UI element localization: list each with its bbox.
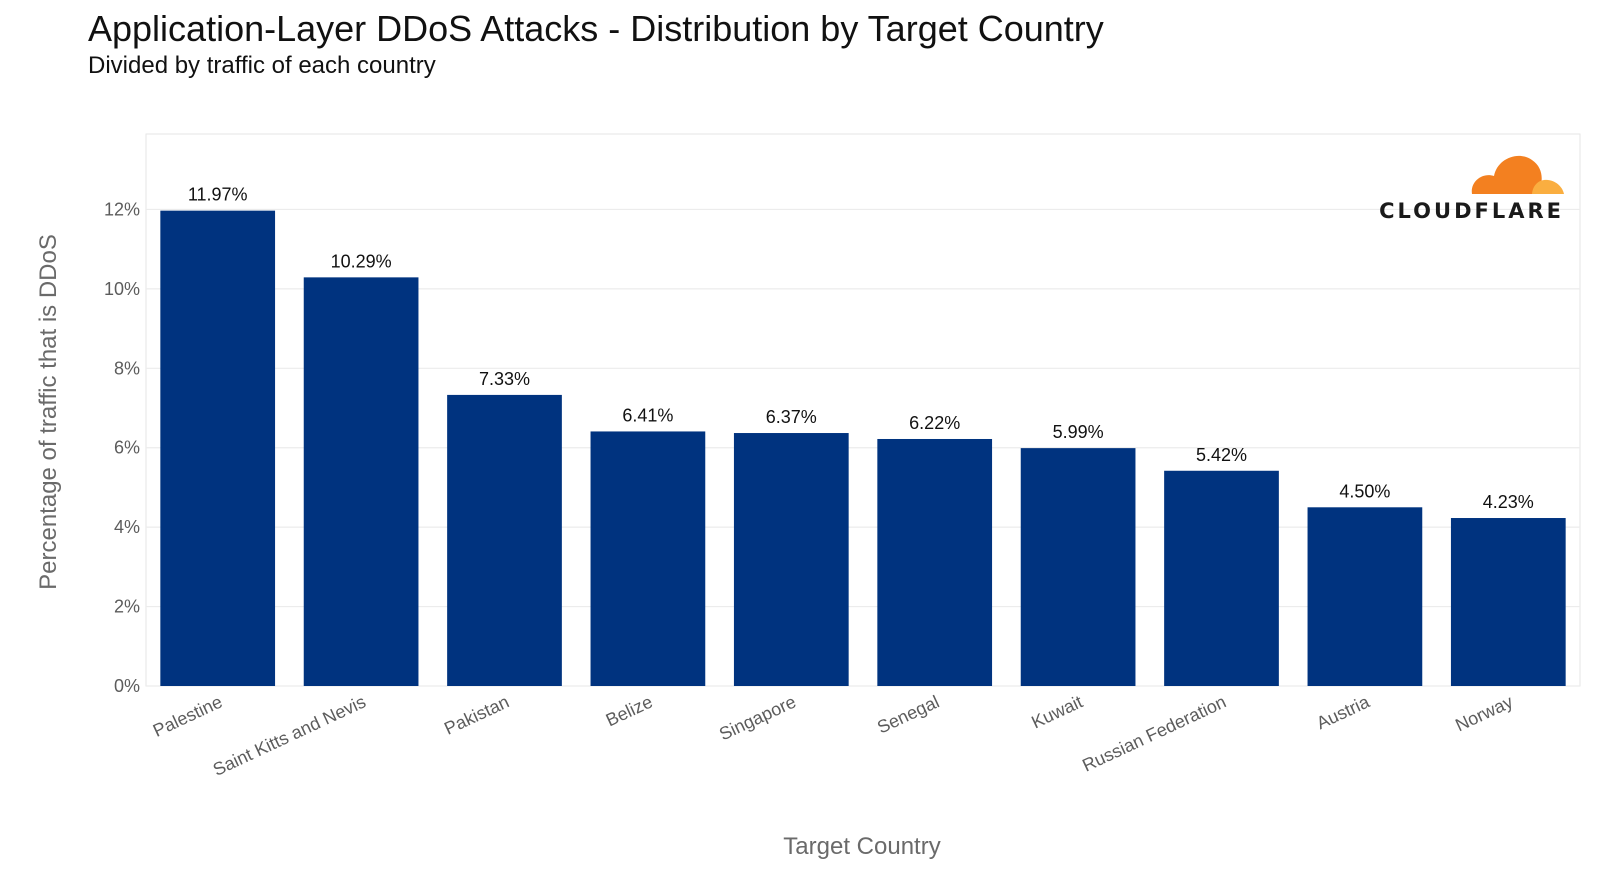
- data-labels: 11.97% 10.29% 7.33% 6.41% 6.37% 6.22% 5.99% 5.4…: [188, 185, 1534, 512]
- x-tick-label: Palestine: [150, 691, 226, 740]
- bar: [303, 277, 419, 686]
- logo-wordmark: CLOUDFLARE: [1379, 199, 1564, 223]
- bar: [447, 394, 562, 686]
- x-tick-label: Austria: [1313, 691, 1373, 733]
- bar: [160, 210, 276, 687]
- data-label: 6.22%: [909, 413, 960, 433]
- cloud-icon: [1471, 155, 1564, 194]
- x-axis-title: Target Country: [783, 833, 940, 860]
- x-tick-label: Senegal: [874, 691, 942, 737]
- bar: [733, 433, 849, 686]
- bar: [1307, 507, 1423, 686]
- data-label: 7.33%: [479, 369, 530, 389]
- x-tick-label: Singapore: [716, 691, 799, 744]
- bar: [1164, 470, 1279, 686]
- data-label: 10.29%: [331, 251, 392, 271]
- y-tick-label: 4%: [114, 517, 140, 537]
- x-tick-label: Norway: [1452, 691, 1516, 735]
- x-tick-label: Pakistan: [441, 691, 512, 738]
- data-label: 5.42%: [1196, 445, 1247, 465]
- chart-subtitle: Divided by traffic of each country: [88, 52, 436, 79]
- data-label: 11.97%: [188, 185, 248, 205]
- bar: [1020, 448, 1136, 686]
- bars: [160, 210, 1566, 687]
- y-tick-label: 0%: [114, 676, 140, 696]
- y-tick-label: 6%: [114, 438, 140, 458]
- data-label: 4.50%: [1339, 481, 1390, 501]
- data-label: 5.99%: [1053, 422, 1104, 442]
- x-tick-label: Russian Federation: [1079, 691, 1229, 775]
- bar: [1450, 518, 1566, 686]
- y-axis-title: Percentage of traffic that is DDoS: [35, 234, 62, 590]
- x-tick-label: Kuwait: [1028, 691, 1085, 732]
- data-label: 6.41%: [622, 405, 673, 425]
- data-label: 6.37%: [766, 407, 817, 427]
- x-tick-label: Belize: [603, 691, 656, 730]
- data-label: 4.23%: [1483, 492, 1534, 512]
- bar: [590, 431, 706, 686]
- bar: [877, 438, 993, 686]
- x-tick-label: Saint Kitts and Nevis: [210, 691, 369, 779]
- cloudflare-logo: CLOUDFLARE: [1379, 155, 1564, 223]
- y-tick-label: 10%: [104, 279, 140, 299]
- y-tick-label: 2%: [114, 597, 140, 617]
- y-axis-ticks: 0% 2% 4% 6% 8% 10% 12%: [104, 199, 140, 696]
- y-tick-label: 12%: [104, 199, 140, 219]
- chart-title: Application-Layer DDoS Attacks - Distrib…: [88, 8, 1104, 49]
- y-tick-label: 8%: [114, 358, 140, 378]
